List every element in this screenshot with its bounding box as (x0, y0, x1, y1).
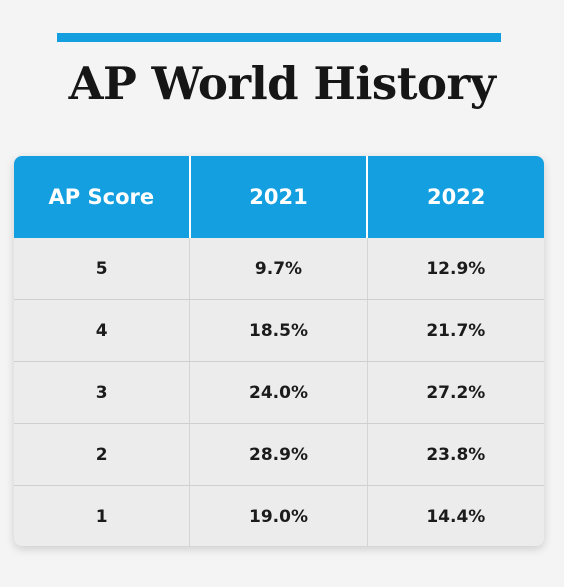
value-2022-cell: 21.7% (366, 300, 544, 361)
table-row: 2 28.9% 23.8% (14, 423, 544, 485)
table-header: AP Score 2021 2022 (14, 156, 544, 238)
title-accent-bar (57, 33, 501, 42)
page-title: AP World History (68, 57, 496, 110)
score-cell: 5 (95, 258, 108, 279)
value-2022-cell: 27.2% (366, 362, 544, 423)
score-cell: 2 (95, 444, 108, 465)
table-row: 3 24.0% 27.2% (14, 361, 544, 423)
value-2022-cell: 23.8% (366, 424, 544, 485)
score-table: AP Score 2021 2022 5 9.7% 12.9% 4 18.5% … (14, 156, 544, 546)
value-2021-cell: 28.9% (189, 424, 366, 485)
table-row: 4 18.5% 21.7% (14, 299, 544, 361)
value-2021-cell: 19.0% (189, 486, 366, 546)
header-2022: 2022 (366, 156, 544, 238)
score-cell: 1 (95, 506, 108, 527)
table-row: 1 19.0% 14.4% (14, 485, 544, 546)
score-cell: 4 (95, 320, 108, 341)
header-2021: 2021 (188, 156, 367, 238)
value-2022-cell: 12.9% (366, 238, 544, 299)
header-ap-score: AP Score (48, 185, 155, 209)
score-cell: 3 (95, 382, 108, 403)
value-2021-cell: 9.7% (189, 238, 366, 299)
value-2021-cell: 18.5% (189, 300, 366, 361)
value-2021-cell: 24.0% (189, 362, 366, 423)
table-body: 5 9.7% 12.9% 4 18.5% 21.7% 3 24.0% 27.2%… (14, 238, 544, 546)
value-2022-cell: 14.4% (366, 486, 544, 546)
table-row: 5 9.7% 12.9% (14, 238, 544, 299)
